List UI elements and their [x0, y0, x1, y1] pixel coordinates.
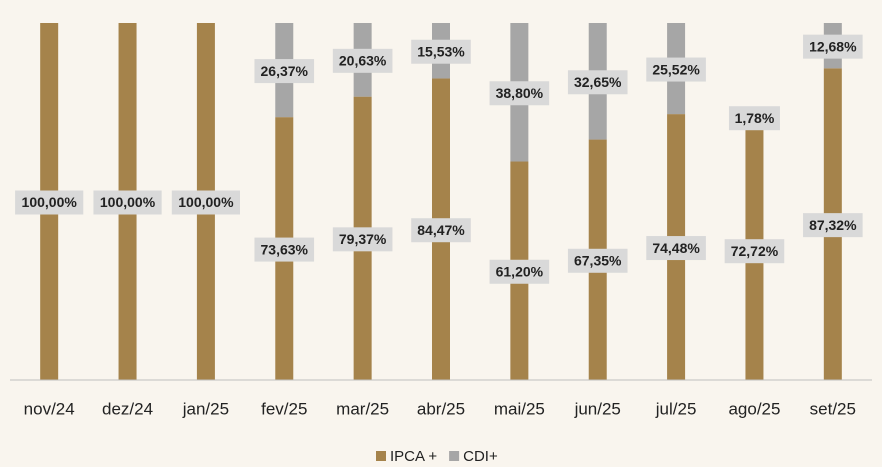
- label-box: [15, 190, 84, 215]
- label-box: [724, 239, 785, 264]
- label-box: [646, 236, 706, 261]
- data-label: 32,65%: [574, 74, 622, 90]
- label-box: [171, 190, 241, 215]
- legend-swatch: [449, 451, 460, 461]
- data-label: 100,00%: [22, 194, 78, 210]
- x-tick-label: jan/25: [182, 399, 229, 418]
- label-box: [728, 106, 780, 131]
- label-box: [93, 190, 162, 215]
- label-box: [489, 259, 550, 284]
- x-tick-label: mar/25: [336, 399, 389, 418]
- x-tick-label: abr/25: [417, 399, 465, 418]
- x-tick-label: dez/24: [102, 399, 153, 418]
- data-label: 87,32%: [809, 217, 857, 233]
- x-tick-label: ago/25: [728, 399, 780, 418]
- label-box: [646, 57, 706, 82]
- x-tick-label: jul/25: [655, 399, 697, 418]
- data-label: 15,53%: [417, 43, 465, 59]
- x-tick-label: jun/25: [574, 399, 621, 418]
- data-label: 26,37%: [261, 63, 309, 79]
- data-label: 72,72%: [731, 243, 779, 259]
- data-label: 38,80%: [496, 85, 544, 101]
- data-label: 12,68%: [809, 38, 857, 54]
- data-label: 79,37%: [339, 231, 387, 247]
- legend-swatch: [376, 451, 386, 461]
- legend-label: CDI+: [463, 448, 498, 465]
- label-box: [803, 34, 863, 59]
- x-tick-label: nov/24: [24, 399, 75, 418]
- data-label: 100,00%: [178, 194, 234, 210]
- label-box: [567, 70, 628, 95]
- data-label: 74,48%: [652, 240, 700, 256]
- label-box: [803, 213, 863, 238]
- data-label: 61,20%: [496, 263, 544, 279]
- data-label: 20,63%: [339, 53, 387, 69]
- x-tick-label: fev/25: [261, 399, 307, 418]
- legend-label: IPCA +: [390, 448, 437, 465]
- data-label: 100,00%: [100, 194, 156, 210]
- label-box: [254, 237, 315, 262]
- data-label: 73,63%: [261, 241, 309, 257]
- data-label: 25,52%: [652, 61, 700, 77]
- label-box: [254, 59, 315, 84]
- data-label: 1,78%: [735, 110, 775, 126]
- label-box: [411, 39, 471, 64]
- x-tick-label: set/25: [810, 399, 856, 418]
- label-box: [332, 227, 393, 252]
- label-box: [567, 248, 628, 273]
- label-box: [332, 48, 393, 73]
- label-box: [411, 218, 471, 243]
- label-box: [489, 81, 550, 106]
- x-tick-label: mai/25: [494, 399, 545, 418]
- data-label: 67,35%: [574, 252, 622, 268]
- data-label: 84,47%: [417, 222, 465, 238]
